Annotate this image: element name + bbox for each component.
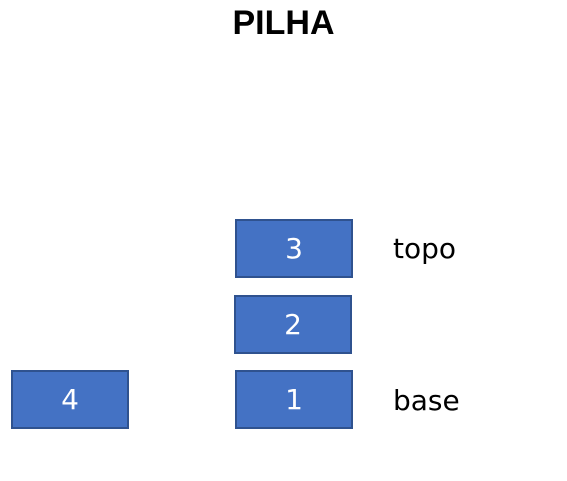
stack-element-2: 2 xyxy=(234,295,352,354)
base-label: base xyxy=(393,384,460,417)
outside-element-4: 4 xyxy=(11,370,129,429)
diagram-title: PILHA xyxy=(232,4,335,42)
stack-element-3: 3 xyxy=(235,219,353,278)
top-label: topo xyxy=(393,232,457,265)
stack-element-1: 1 xyxy=(235,370,353,429)
